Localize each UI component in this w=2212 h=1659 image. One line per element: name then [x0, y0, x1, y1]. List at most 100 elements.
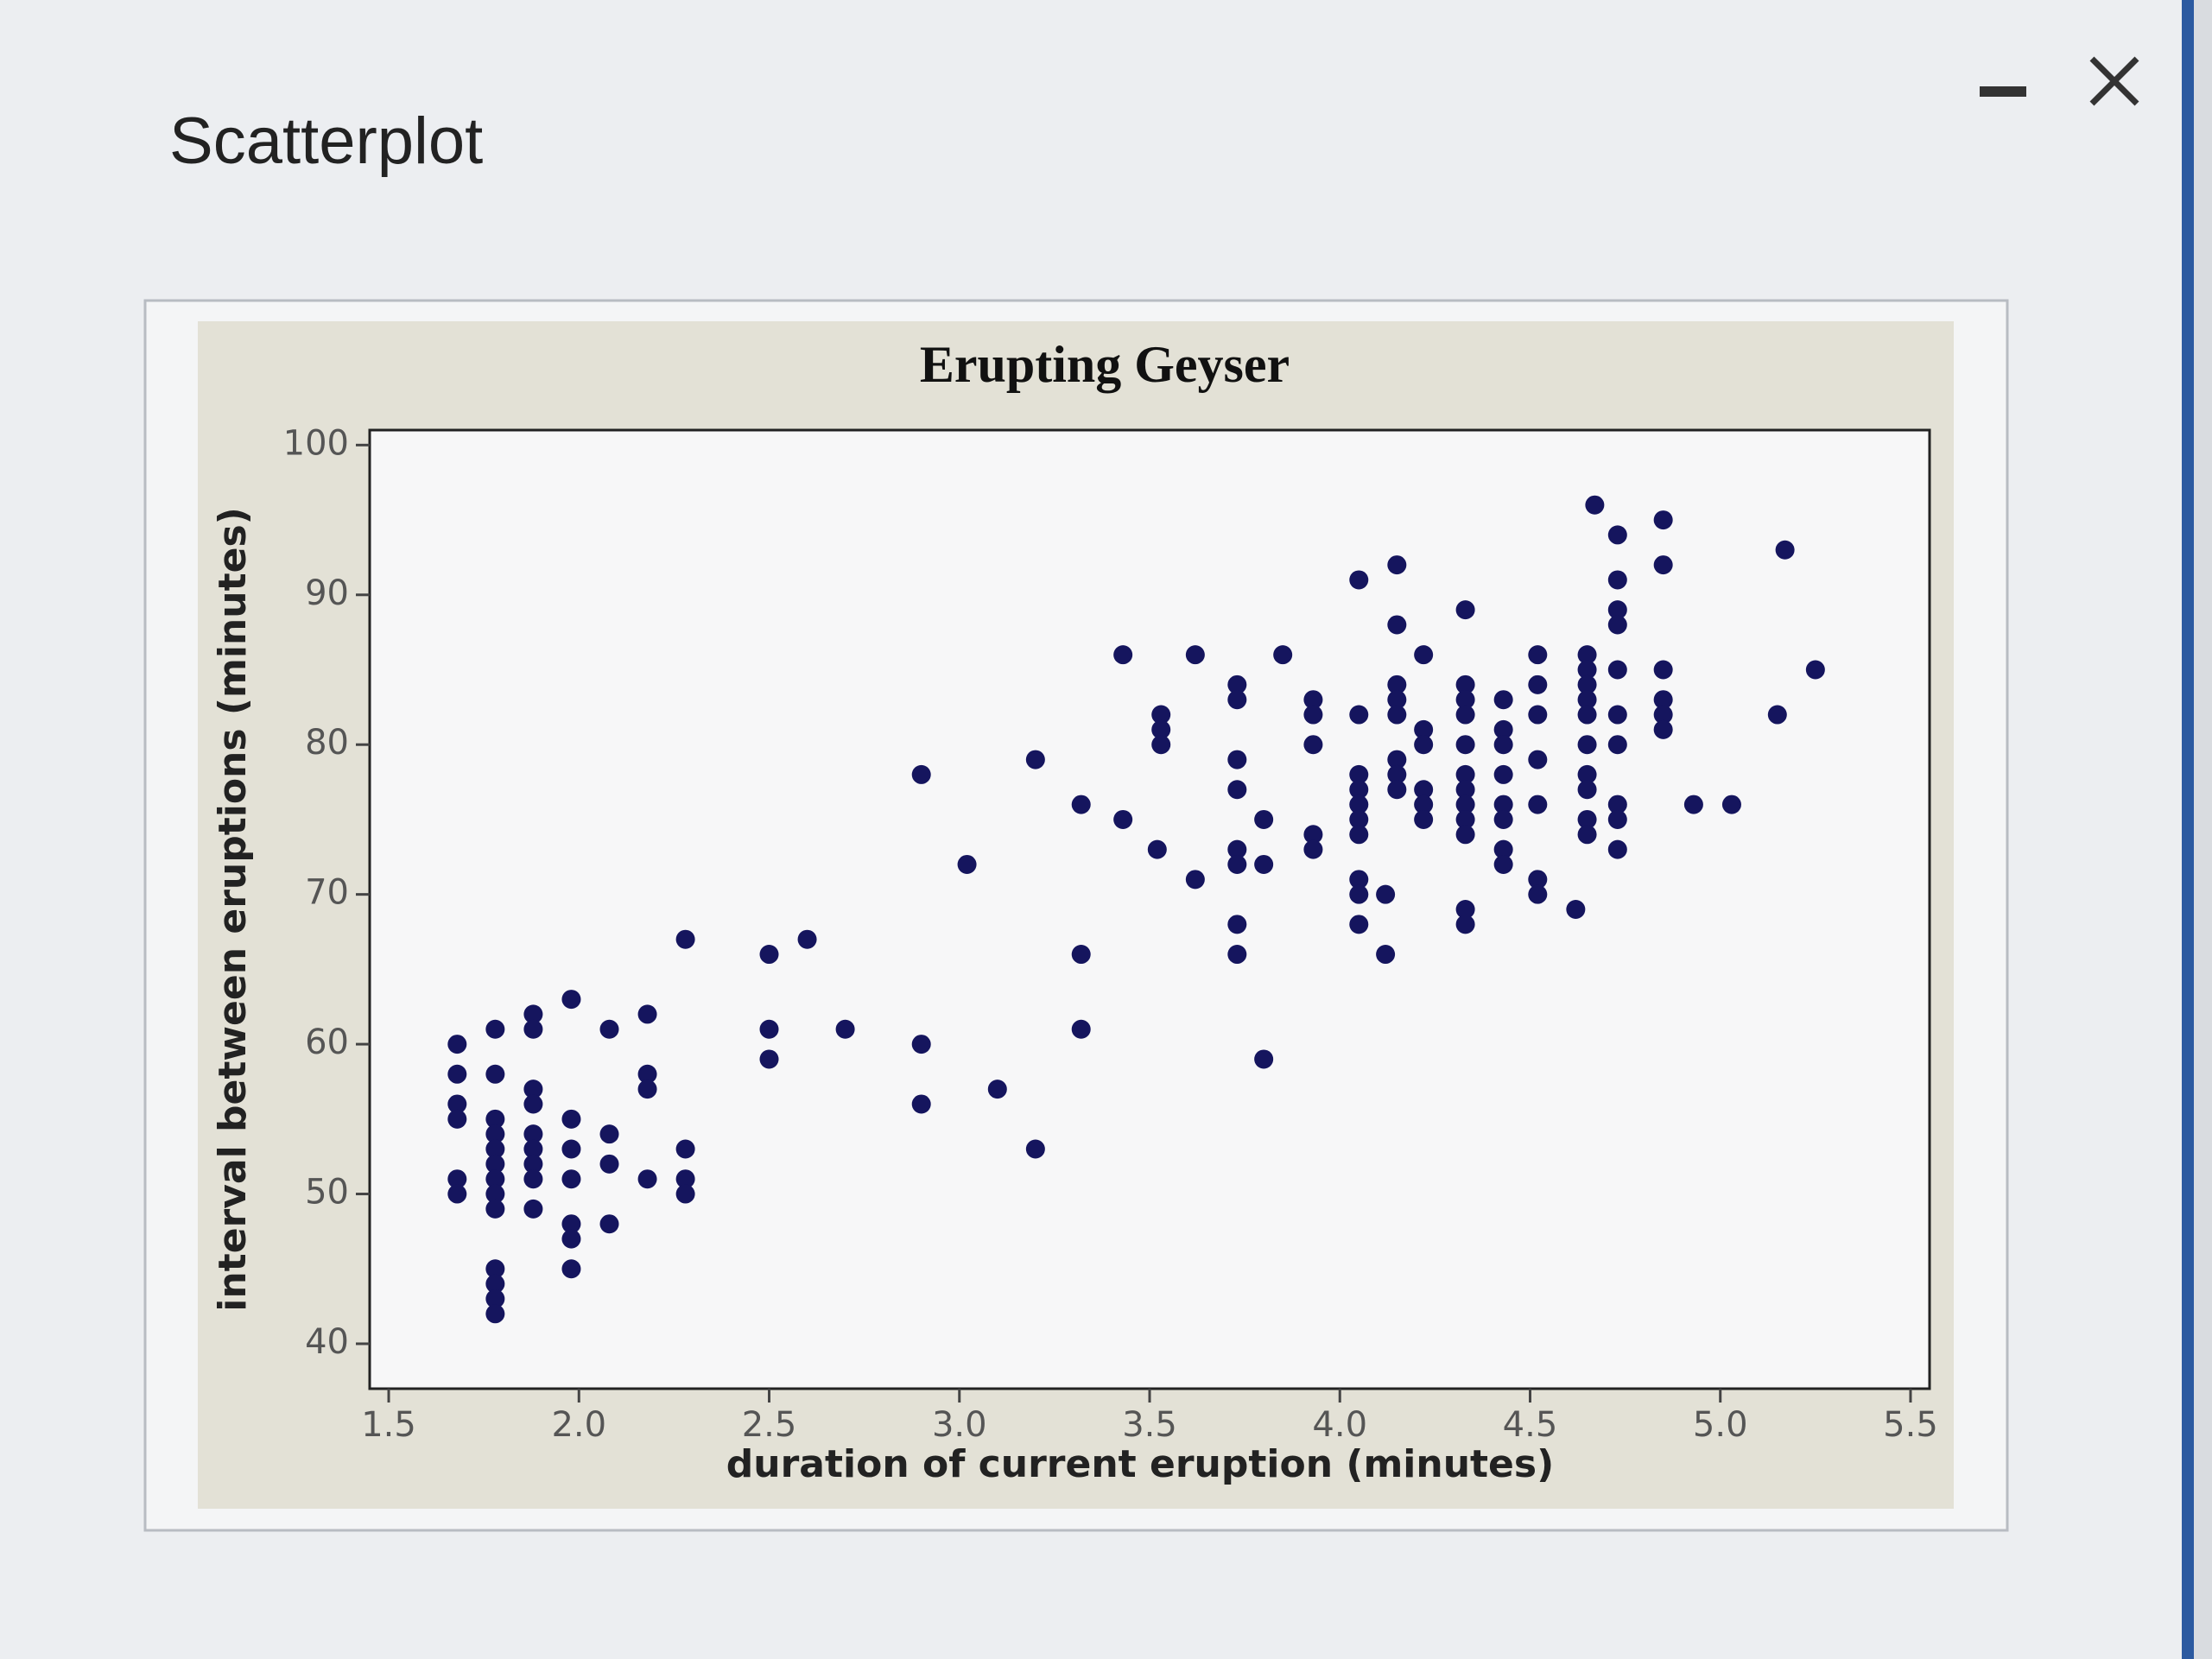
data-point: [1528, 750, 1548, 769]
x-tick-label: 2.0: [551, 1405, 606, 1445]
data-point: [561, 1169, 581, 1189]
data-point: [1227, 945, 1247, 965]
data-point: [485, 1139, 505, 1159]
data-point: [1376, 884, 1396, 904]
data-point: [1387, 780, 1407, 800]
data-point: [1387, 750, 1407, 769]
data-point: [1528, 795, 1548, 814]
data-point: [1683, 795, 1703, 814]
data-point: [447, 1064, 467, 1084]
data-point: [1151, 719, 1171, 739]
data-point: [1653, 510, 1673, 530]
y-tick-label: 100: [283, 423, 349, 463]
data-point: [797, 929, 817, 949]
data-point: [485, 1154, 505, 1174]
data-point: [447, 1035, 467, 1054]
data-point: [599, 1214, 619, 1234]
data-point: [1414, 719, 1434, 739]
data-point: [1455, 764, 1475, 784]
data-point: [1528, 674, 1548, 694]
data-point: [485, 1304, 505, 1324]
data-point: [523, 1019, 543, 1039]
data-point: [1071, 945, 1091, 965]
data-point: [759, 1019, 779, 1039]
data-point: [675, 1139, 695, 1159]
data-point: [485, 1289, 505, 1308]
data-point: [1387, 690, 1407, 710]
data-point: [1113, 809, 1133, 829]
data-point: [1227, 750, 1247, 769]
data-point: [1303, 690, 1323, 710]
data-point: [1227, 839, 1247, 859]
data-point: [637, 1080, 657, 1099]
data-point: [561, 990, 581, 1010]
plot-area: [368, 428, 1931, 1390]
data-point: [1303, 705, 1323, 725]
x-tick-label: 3.5: [1122, 1405, 1177, 1445]
data-point: [1151, 705, 1171, 725]
data-point: [1585, 495, 1605, 515]
data-point: [1607, 525, 1627, 545]
data-point: [1349, 795, 1369, 814]
data-point: [1493, 719, 1513, 739]
data-point: [675, 1184, 695, 1204]
data-point: [759, 1049, 779, 1069]
data-point: [1185, 645, 1205, 665]
data-point: [1607, 600, 1627, 620]
data-point: [1387, 555, 1407, 575]
data-point: [1349, 764, 1369, 784]
data-point: [485, 1169, 505, 1189]
data-point: [1607, 795, 1627, 814]
data-point: [1607, 809, 1627, 829]
data-point: [1607, 570, 1627, 590]
x-axis-label: duration of current eruption (minutes): [726, 1442, 1554, 1486]
data-point: [1805, 660, 1825, 680]
data-point: [1349, 884, 1369, 904]
data-point: [485, 1259, 505, 1279]
data-point: [523, 1154, 543, 1174]
data-point: [1607, 615, 1627, 635]
data-point: [485, 1274, 505, 1294]
data-point: [1653, 690, 1673, 710]
data-point: [1455, 780, 1475, 800]
data-point: [1303, 735, 1323, 755]
data-point: [1577, 825, 1597, 845]
data-point: [1577, 660, 1597, 680]
y-tick-label: 50: [305, 1173, 349, 1213]
data-point: [1607, 660, 1627, 680]
data-point: [1349, 809, 1369, 829]
data-point: [1349, 570, 1369, 590]
data-point: [1071, 1019, 1091, 1039]
data-point: [911, 1094, 931, 1114]
data-point: [1528, 705, 1548, 725]
data-point: [1653, 555, 1673, 575]
data-point: [637, 1004, 657, 1024]
data-point: [1455, 915, 1475, 934]
close-button[interactable]: [2089, 56, 2139, 106]
window-controls: [1980, 56, 2139, 106]
data-point: [1349, 825, 1369, 845]
data-point: [675, 1169, 695, 1189]
y-tick-label: 40: [305, 1322, 349, 1362]
data-point: [1227, 690, 1247, 710]
y-tick-label: 60: [305, 1023, 349, 1062]
data-point: [1577, 780, 1597, 800]
data-point: [1721, 795, 1741, 814]
data-point: [1775, 540, 1795, 560]
data-point: [485, 1184, 505, 1204]
data-point: [485, 1124, 505, 1144]
data-point: [1349, 915, 1369, 934]
data-point: [523, 1139, 543, 1159]
data-point: [1653, 705, 1673, 725]
data-point: [1528, 645, 1548, 665]
minimize-button[interactable]: [1980, 86, 2026, 97]
data-point: [675, 929, 695, 949]
data-point: [1254, 854, 1274, 874]
data-point: [1376, 945, 1396, 965]
data-point: [1414, 809, 1434, 829]
x-tick-label: 4.5: [1503, 1405, 1558, 1445]
data-point: [1414, 795, 1434, 814]
data-point: [1493, 735, 1513, 755]
x-tick-label: 5.0: [1693, 1405, 1748, 1445]
